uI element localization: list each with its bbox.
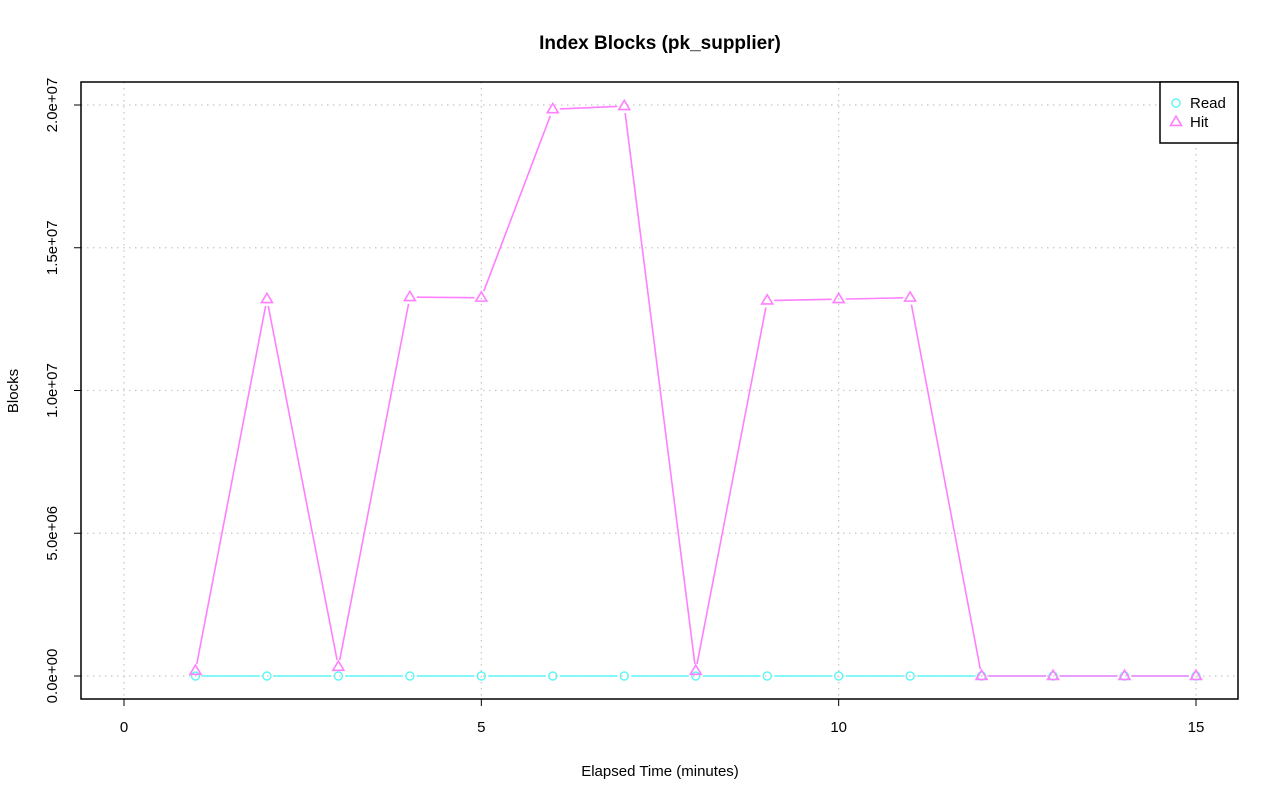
legend-item-hit: Hit	[1169, 114, 1209, 131]
grid	[81, 82, 1238, 699]
hit-point	[474, 290, 489, 302]
read-point	[619, 671, 629, 681]
chart-title: Index Blocks (pk_supplier)	[539, 33, 781, 54]
hit-point	[331, 659, 346, 672]
y-tick-label: 0.0e+00	[44, 649, 61, 704]
hit-point	[974, 668, 989, 681]
legend: Read Hit	[1159, 81, 1239, 144]
x-tick-label: 10	[830, 719, 847, 736]
hit-line-segment	[559, 105, 618, 110]
axes: 0 5 10 15 0.0e+00 5.0e+06 1.0e+07 1.5e+07 2.0e+0…	[44, 78, 1204, 736]
series-hit	[188, 98, 1203, 681]
hit-point	[760, 293, 775, 305]
read-point	[476, 671, 487, 681]
hit-point	[688, 663, 703, 676]
hit-line-segment	[196, 305, 267, 665]
read-point	[548, 671, 558, 681]
hit-line-segment	[774, 298, 832, 302]
hit-line-segment	[267, 305, 338, 661]
hit-point	[831, 291, 846, 304]
hit-point	[402, 289, 417, 302]
y-tick-label: 1.0e+07	[44, 363, 61, 418]
read-point	[691, 671, 701, 681]
y-tick-label: 1.5e+07	[44, 220, 61, 275]
read-point	[405, 671, 415, 681]
hit-line-segment	[696, 307, 767, 665]
hit-point	[1189, 668, 1203, 681]
x-tick-label: 0	[120, 719, 128, 736]
x-tick-label: 5	[477, 719, 485, 736]
hit-point	[188, 663, 203, 676]
hit-line-segment	[845, 297, 904, 300]
read-point	[833, 671, 844, 681]
y-axis-label: Blocks	[5, 369, 22, 413]
hit-line-segment	[624, 112, 696, 665]
read-point	[190, 671, 201, 681]
hit-line-segment	[910, 304, 982, 670]
hit-point	[903, 290, 918, 302]
legend-read-marker	[1171, 98, 1181, 108]
y-tick-label: 5.0e+06	[44, 506, 61, 561]
legend-hit-marker	[1169, 114, 1183, 127]
hit-line-segment	[338, 303, 410, 661]
hit-point	[545, 101, 560, 114]
y-tick-label: 2.0e+07	[44, 78, 61, 133]
hit-point	[1117, 668, 1132, 681]
hit-point	[260, 291, 274, 304]
read-point	[262, 671, 272, 681]
legend-hit-label: Hit	[1190, 114, 1209, 131]
hit-point	[617, 98, 632, 111]
read-point	[762, 671, 772, 681]
series-layer	[188, 98, 1203, 681]
read-point	[905, 671, 915, 681]
legend-read-label: Read	[1190, 95, 1226, 112]
legend-box	[1159, 81, 1239, 144]
read-point	[333, 671, 344, 681]
x-tick-label: 15	[1188, 719, 1205, 736]
x-axis-label: Elapsed Time (minutes)	[581, 763, 739, 780]
hit-line-segment	[483, 115, 552, 292]
hit-point	[1046, 668, 1060, 681]
legend-item-read: Read	[1171, 95, 1226, 112]
